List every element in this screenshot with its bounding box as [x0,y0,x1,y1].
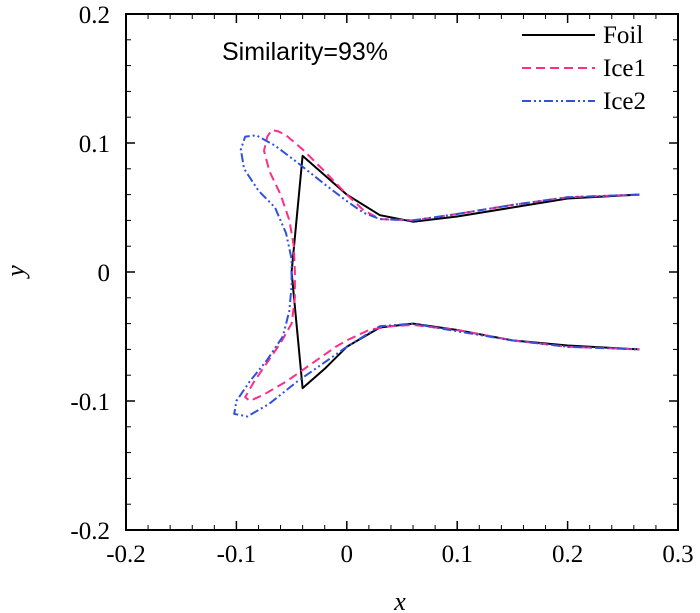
series-foil-line [290,154,640,390]
x-tick-label: 0 [341,541,354,568]
y-tick-label: 0.2 [79,2,110,29]
y-tick-label: 0.1 [79,131,110,158]
y-tick-label: 0 [98,260,111,287]
series-layer [233,129,640,418]
x-tick-label: -0.1 [217,541,257,568]
series-ice1-line [244,129,640,402]
series-ice2-line [233,134,640,418]
legend-label-ice2: Ice2 [603,88,646,115]
plot-frame [125,13,679,531]
x-axis-title: x [393,587,406,613]
x-tick-label: 0.1 [442,541,473,568]
y-tick-label: -0.2 [70,518,110,545]
axes-layer: -0.2 -0.1 0 0.1 0.2 0.3 -0.2 -0.1 0 0.1 0.2 [70,2,693,568]
x-tick-label: -0.2 [106,541,146,568]
x-tick-label: 0.2 [552,541,583,568]
legend-label-ice1: Ice1 [603,55,646,82]
x-tick-label: 0.3 [662,541,693,568]
legend-label-foil: Foil [603,22,643,49]
y-axis-title: y [1,265,30,280]
legend: Foil Ice1 Ice2 [522,22,646,115]
similarity-annotation: Similarity=93% [222,38,388,66]
text-layer: Similarity=93% x y [1,38,406,613]
y-tick-label: -0.1 [70,389,110,416]
